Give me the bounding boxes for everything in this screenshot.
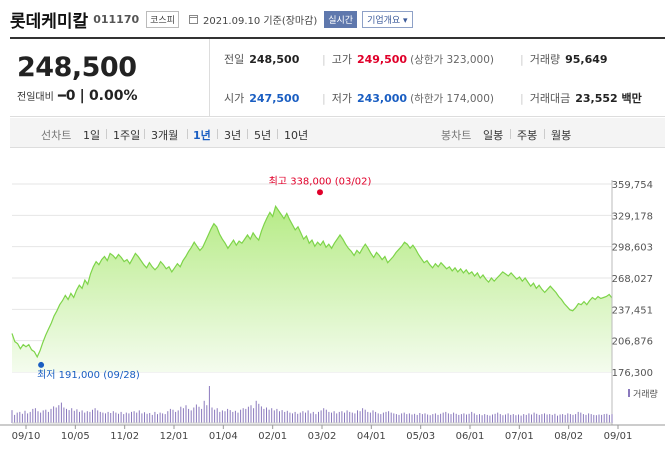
stock-name: 롯데케미칼 bbox=[10, 11, 89, 32]
change-percent: 0.00% bbox=[88, 88, 138, 104]
amount-value: 23,552 백만 bbox=[575, 92, 642, 105]
change-value: 0 bbox=[65, 88, 76, 104]
market-badge: 코스피 bbox=[146, 10, 179, 28]
candle-chart-label: 봉차트 bbox=[441, 129, 472, 142]
change-row: 전일대비 ━0 | 0.00% bbox=[17, 88, 138, 104]
x-tick-label: 12/01 bbox=[160, 431, 189, 442]
x-tick-label: 03/02 bbox=[308, 431, 337, 442]
x-tick-label: 10/05 bbox=[61, 431, 90, 442]
price-line bbox=[11, 204, 613, 359]
realtime-button[interactable]: 실시간 bbox=[324, 10, 358, 28]
x-tick-label: 04/01 bbox=[357, 431, 386, 442]
volume-value: 95,649 bbox=[565, 53, 608, 66]
upper-limit: (상한가 323,000) bbox=[410, 54, 495, 66]
tab-3m[interactable]: 3개월 bbox=[151, 129, 179, 142]
current-price: 248,500 bbox=[17, 52, 137, 83]
header-divider bbox=[10, 37, 665, 39]
company-overview-button[interactable]: 기업개요 ▾ bbox=[362, 10, 413, 28]
tab-3y[interactable]: 3년 bbox=[224, 129, 242, 142]
tab-daily[interactable]: 일봉 bbox=[483, 129, 504, 142]
y-tick-label: 329,178 bbox=[612, 211, 653, 222]
tab-1y[interactable]: 1년 bbox=[193, 129, 211, 142]
x-tick-label: 01/04 bbox=[209, 431, 238, 442]
x-tick-label: 09/10 bbox=[12, 431, 41, 442]
open-value: 247,500 bbox=[249, 92, 300, 105]
amount-cell: | 거래대금 23,552 백만 bbox=[520, 92, 642, 105]
tab-10y[interactable]: 10년 bbox=[284, 129, 309, 142]
x-tick-label: 06/01 bbox=[456, 431, 485, 442]
x-tick-label: 07/01 bbox=[505, 431, 534, 442]
change-separator: | bbox=[79, 88, 85, 104]
open-label: 시가 bbox=[224, 92, 245, 105]
y-tick-label: 298,603 bbox=[612, 243, 653, 254]
x-tick-label: 02/01 bbox=[258, 431, 287, 442]
quote-panel: 248,500 전일대비 ━0 | 0.00% 전일 248,500 | 고가 249… bbox=[10, 39, 665, 117]
quote-divider bbox=[209, 39, 210, 117]
high-value: 249,500 bbox=[356, 53, 408, 66]
tab-weekly[interactable]: 주봉 bbox=[517, 129, 538, 142]
high-cell: | 고가 249,500 (상한가 323,000) bbox=[322, 53, 495, 66]
tab-1w[interactable]: 1주일 bbox=[113, 129, 141, 142]
high-marker bbox=[316, 189, 323, 196]
volume-legend-label: 거래량 bbox=[633, 388, 658, 400]
tab-5y[interactable]: 5년 bbox=[254, 129, 272, 142]
volume-legend-swatch bbox=[628, 389, 630, 397]
x-tick-label: 08/02 bbox=[554, 431, 583, 442]
y-tick-label: 359,754 bbox=[612, 180, 653, 191]
y-tick-label: 268,027 bbox=[612, 274, 653, 285]
prev-close-value: 248,500 bbox=[249, 53, 300, 66]
amount-label: 거래대금 bbox=[529, 92, 571, 105]
stock-code: 011170 bbox=[93, 12, 140, 26]
chart-tabs: 선차트 1일 1주일 3개월 1년 3년 5년 10년 봉차트 일봉 주봉 월봉 bbox=[10, 118, 665, 148]
lower-limit: (하한가 174,000) bbox=[410, 93, 495, 105]
y-tick-label: 237,451 bbox=[612, 305, 653, 316]
y-tick-label: 206,876 bbox=[612, 337, 653, 348]
x-tick-label: 05/03 bbox=[406, 431, 435, 442]
y-tick-label: 176,300 bbox=[612, 368, 653, 379]
high-label: 최고 338,000 (03/02) bbox=[269, 175, 372, 187]
calendar-icon bbox=[188, 14, 198, 24]
prev-close-label: 전일 bbox=[224, 53, 245, 66]
tab-monthly[interactable]: 월봉 bbox=[551, 129, 572, 142]
low-value: 243,000 bbox=[356, 92, 408, 105]
x-tick-label: 09/01 bbox=[604, 431, 633, 442]
open-cell: 시가 247,500 bbox=[224, 90, 299, 106]
volume-label: 거래량 bbox=[529, 53, 561, 66]
tab-1d[interactable]: 1일 bbox=[83, 129, 101, 142]
change-label: 전일대비 bbox=[17, 92, 54, 103]
line-chart-label: 선차트 bbox=[41, 129, 72, 142]
low-cell: | 저가 243,000 (하한가 174,000) bbox=[322, 92, 495, 105]
flat-icon: ━ bbox=[57, 89, 66, 104]
high-label: 고가 bbox=[331, 53, 352, 66]
stock-header: 롯데케미칼 011170 코스피 2021.09.10 기준(장마감) 실시간 … bbox=[10, 8, 413, 32]
low-marker bbox=[38, 361, 45, 368]
low-label: 최저 191,000 (09/28) bbox=[37, 369, 140, 381]
low-label: 저가 bbox=[331, 92, 352, 105]
x-tick-label: 11/02 bbox=[110, 431, 139, 442]
volume-cell: | 거래량 95,649 bbox=[520, 53, 608, 66]
date-text: 2021.09.10 기준(장마감) bbox=[202, 15, 318, 27]
price-area bbox=[12, 206, 612, 372]
prev-close-cell: 전일 248,500 bbox=[224, 51, 299, 67]
